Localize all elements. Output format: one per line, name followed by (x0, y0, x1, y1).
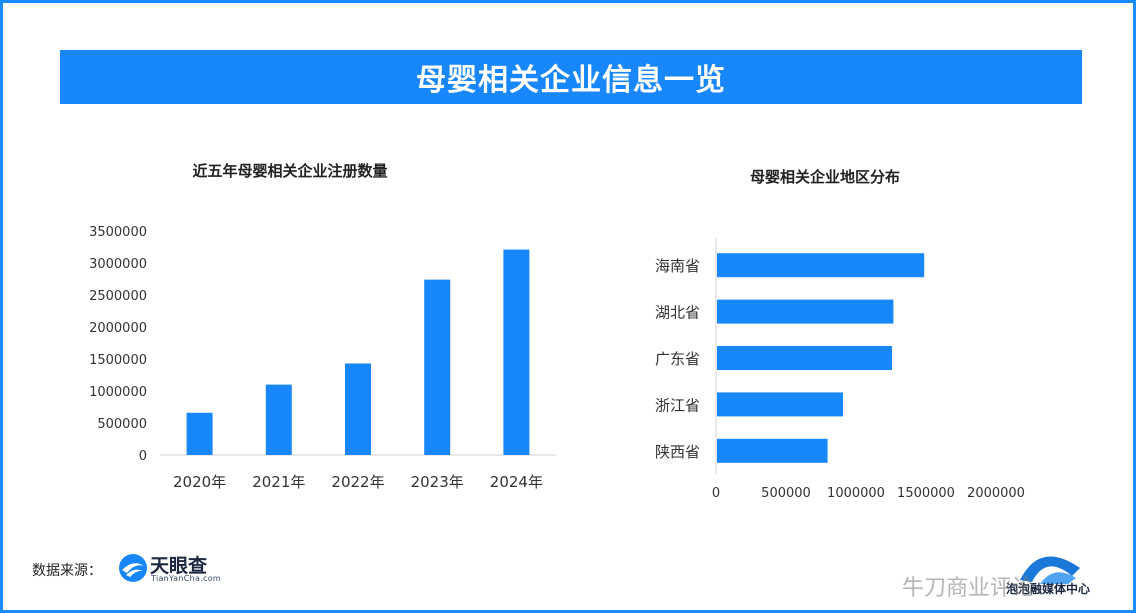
media-center-logo-icon (1020, 556, 1080, 584)
bar-浙江省 (717, 392, 843, 417)
x-tick-label: 2024年 (490, 473, 543, 491)
x-tick-label: 500000 (761, 486, 811, 501)
y-tick-label: 3500000 (89, 225, 147, 240)
region-chart-title: 母婴相关企业地区分布 (749, 168, 900, 186)
bar-广东省 (717, 346, 892, 370)
bar-2023年 (424, 279, 451, 455)
x-tick-label: 2023年 (411, 473, 464, 491)
y-tick-label: 1500000 (89, 353, 147, 368)
logo-subtitle: TianYanCha.com (151, 574, 221, 583)
weibo-watermark: 牛刀商业评论 (902, 570, 1034, 602)
bar-海南省 (717, 253, 925, 278)
x-tick-label: 0 (712, 486, 720, 501)
x-tick-label: 2022年 (331, 473, 384, 491)
x-tick-label: 1000000 (827, 486, 885, 501)
bar-湖北省 (717, 299, 894, 324)
y-tick-label: 海南省 (655, 257, 700, 275)
bar-2024年 (503, 249, 530, 455)
x-tick-label: 2021年 (252, 473, 305, 491)
watermark-text: 牛刀商业评论 (902, 576, 1035, 601)
bar-陕西省 (717, 438, 828, 463)
y-tick-label: 3000000 (89, 257, 147, 272)
bar-2022年 (345, 363, 371, 455)
bar-chart-title: 近五年母婴相关企业注册数量 (192, 162, 388, 180)
logo-name: 天眼查 (150, 555, 208, 577)
registration-bar-chart: 0 500000 1000000 1500000 2000000 2500000 30000… (89, 225, 556, 491)
bar-2021年 (265, 384, 292, 455)
x-tick-label: 1500000 (897, 486, 955, 501)
y-tick-label: 浙江省 (655, 396, 700, 414)
y-tick-label: 2000000 (89, 321, 147, 336)
media-center-caption: 泡泡融媒体中心 (1006, 582, 1091, 596)
bar-2020年 (186, 412, 213, 455)
y-tick-label: 广东省 (655, 350, 700, 368)
y-tick-label: 陕西省 (655, 443, 700, 461)
page-title: 母婴相关企业信息一览 (416, 63, 726, 98)
tianyancha-logo: 天眼查 TianYanCha.com (118, 551, 228, 585)
source-label: 数据来源： (32, 563, 102, 579)
y-tick-label: 0 (139, 449, 147, 464)
title-banner: 母婴相关企业信息一览 (60, 50, 1082, 104)
y-tick-label: 2500000 (89, 289, 147, 304)
y-tick-label: 500000 (97, 417, 147, 432)
y-tick-label: 湖北省 (655, 304, 700, 322)
y-tick-label: 1000000 (89, 385, 147, 400)
eye-logo-icon (119, 554, 147, 582)
x-tick-label: 2000000 (967, 486, 1025, 501)
x-tick-label: 2020年 (173, 473, 226, 491)
